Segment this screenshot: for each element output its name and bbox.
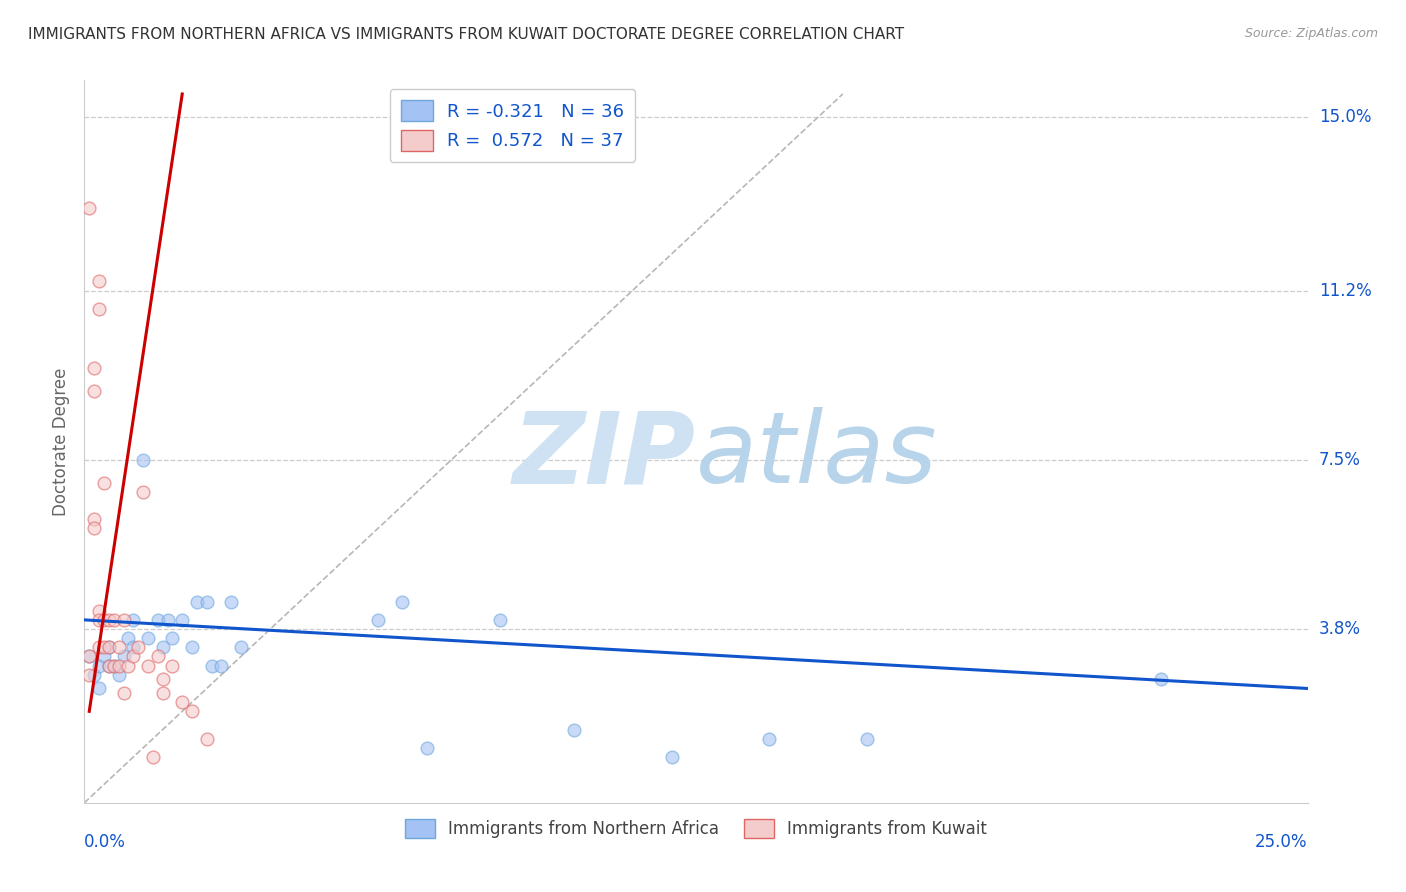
Text: ZIP: ZIP (513, 408, 696, 505)
Point (172, 695, 194, 709)
Point (195, 594, 218, 608)
Point (152, 673, 174, 687)
Point (367, 613, 389, 627)
Point (758, 731, 780, 746)
Point (97, 640, 120, 655)
Point (162, 658, 184, 673)
Point (117, 658, 139, 673)
Point (77, 202, 100, 216)
Point (219, 594, 242, 608)
Point (93, 649, 115, 664)
Point (146, 613, 169, 627)
Point (87, 681, 110, 696)
Point (83, 361, 105, 376)
Point (83, 667, 105, 681)
Point (1150, 673, 1173, 687)
Point (122, 613, 145, 627)
Text: 25.0%: 25.0% (1256, 833, 1308, 851)
Point (83, 384, 105, 399)
Point (122, 649, 145, 664)
Point (87, 301, 110, 316)
Text: 3.8%: 3.8% (1319, 620, 1361, 638)
Point (87, 275, 110, 289)
Y-axis label: Doctorate Degree: Doctorate Degree (52, 368, 70, 516)
Point (97, 658, 120, 673)
Point (83, 521, 105, 535)
Point (152, 686, 174, 700)
Point (209, 658, 232, 673)
Text: Source: ZipAtlas.com: Source: ZipAtlas.com (1244, 27, 1378, 40)
Point (181, 640, 204, 655)
Point (112, 649, 135, 664)
Point (97, 613, 120, 627)
Text: 11.2%: 11.2% (1319, 282, 1371, 300)
Point (93, 475, 115, 490)
Point (87, 640, 110, 655)
Text: atlas: atlas (696, 408, 938, 505)
Point (112, 686, 135, 700)
Point (162, 631, 184, 645)
Point (87, 604, 110, 618)
Point (77, 667, 100, 681)
Point (142, 750, 165, 764)
Point (200, 658, 222, 673)
Point (103, 613, 125, 627)
Point (77, 649, 100, 664)
Text: 7.5%: 7.5% (1319, 450, 1361, 469)
Text: IMMIGRANTS FROM NORTHERN AFRICA VS IMMIGRANTS FROM KUWAIT DOCTORATE DEGREE CORRE: IMMIGRANTS FROM NORTHERN AFRICA VS IMMIG… (28, 27, 904, 42)
Point (77, 649, 100, 664)
Point (87, 658, 110, 673)
Point (103, 658, 125, 673)
Text: 0.0%: 0.0% (84, 833, 127, 851)
Point (132, 453, 155, 467)
Point (97, 640, 120, 655)
Point (132, 484, 155, 499)
Point (562, 723, 585, 737)
Point (93, 640, 115, 655)
Point (391, 594, 413, 608)
Point (156, 613, 179, 627)
Point (136, 631, 159, 645)
Point (107, 658, 129, 673)
Point (195, 731, 218, 746)
Point (856, 731, 879, 746)
Point (229, 640, 252, 655)
Text: 15.0%: 15.0% (1319, 108, 1371, 126)
Point (112, 613, 135, 627)
Point (117, 631, 139, 645)
Point (127, 640, 149, 655)
Point (489, 613, 512, 627)
Point (83, 512, 105, 526)
Point (103, 658, 125, 673)
Point (107, 667, 129, 681)
Point (146, 649, 169, 664)
Point (416, 740, 439, 755)
Point (172, 613, 194, 627)
Point (107, 640, 129, 655)
Point (93, 613, 115, 627)
Legend: Immigrants from Northern Africa, Immigrants from Kuwait: Immigrants from Northern Africa, Immigra… (398, 813, 994, 845)
Point (152, 640, 174, 655)
Point (97, 658, 120, 673)
Point (122, 640, 145, 655)
Point (87, 613, 110, 627)
Point (181, 704, 204, 718)
Point (136, 658, 159, 673)
Point (661, 750, 683, 764)
Point (186, 594, 208, 608)
